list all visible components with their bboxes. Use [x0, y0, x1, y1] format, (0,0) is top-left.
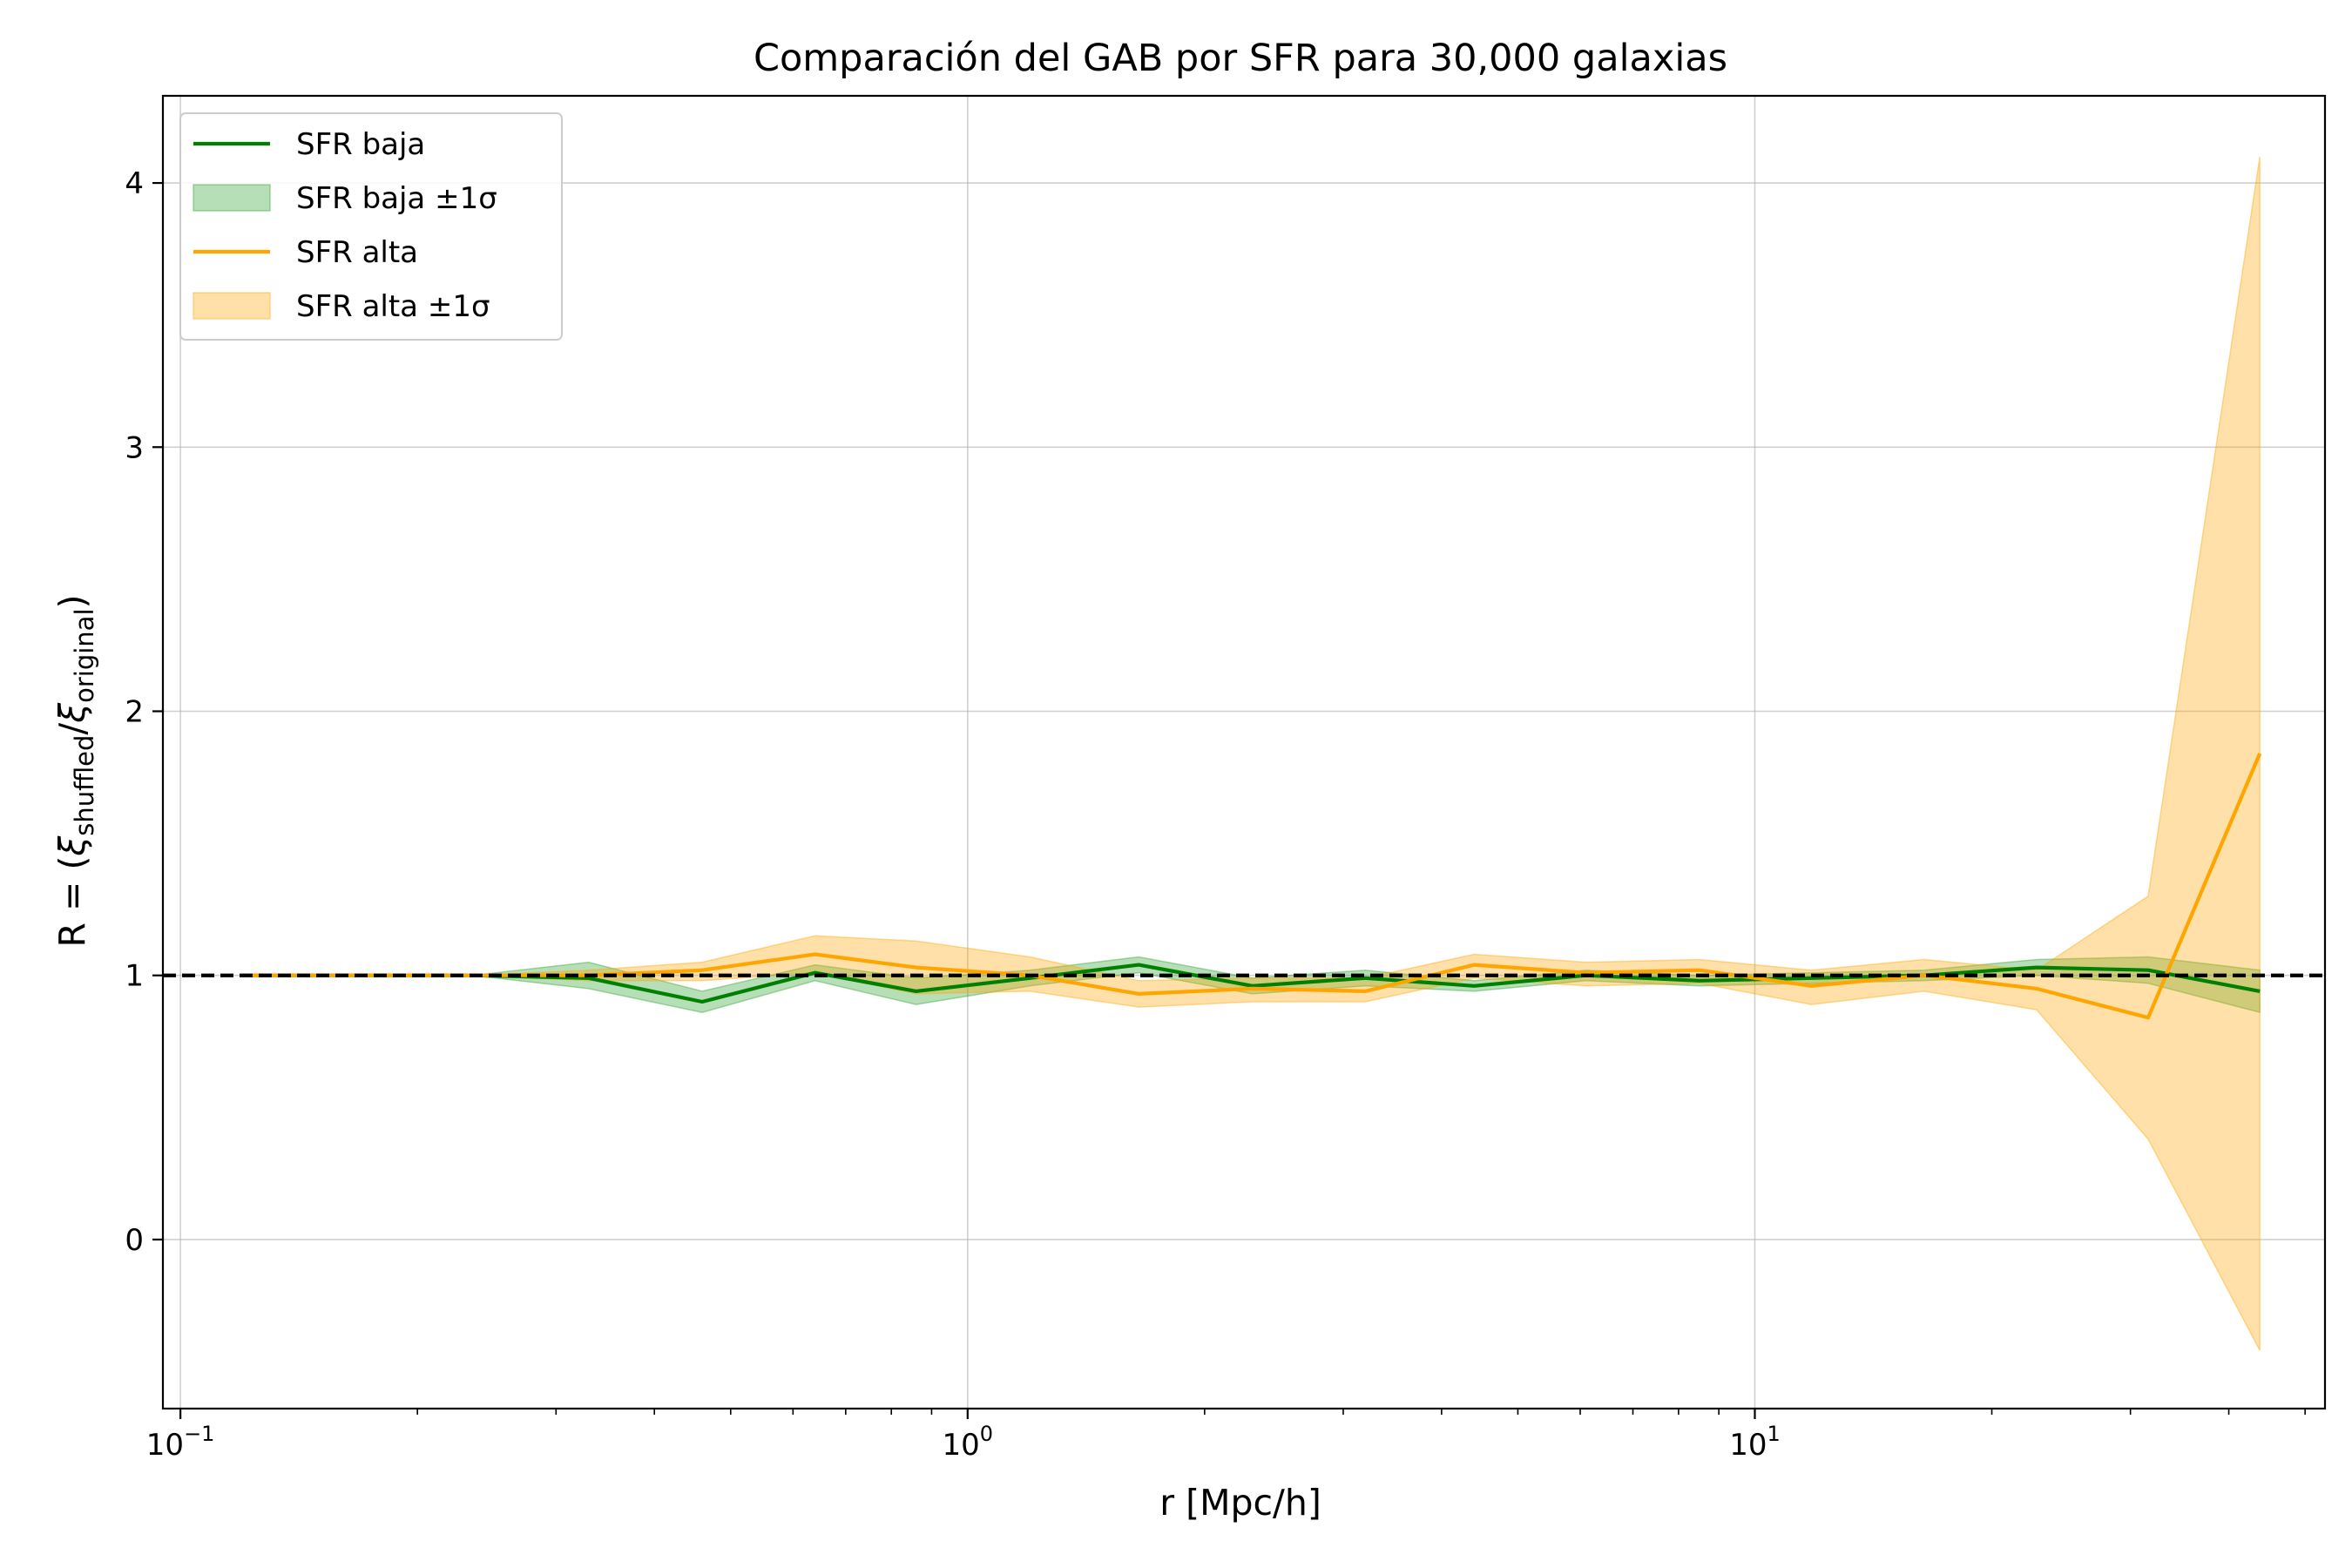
legend-label: SFR alta ±1σ: [296, 289, 490, 324]
legend-band-swatch: [193, 184, 271, 212]
y-axis-title: R = (ξshuffled/ξoriginal): [51, 594, 99, 947]
y-tick-label: 3: [125, 430, 144, 465]
legend-box: [179, 112, 563, 341]
y-axis-title-prefix: R = (: [51, 856, 93, 948]
legend-label: SFR baja: [296, 127, 425, 162]
legend-band-swatch: [193, 292, 271, 320]
x-tick-label: 100: [943, 1422, 994, 1463]
y-tick-label: 4: [125, 166, 144, 201]
legend-label: SFR alta: [296, 235, 418, 270]
y-axis-title-suffix: ): [51, 594, 93, 608]
legend-label: SFR baja ±1σ: [296, 181, 497, 216]
x-axis-title: r [Mpc/h]: [1159, 1482, 1321, 1524]
x-tick-label: 10−1: [146, 1422, 215, 1463]
y-axis-title-xi2: ξ: [51, 702, 93, 724]
y-axis-title-sub1: shuffled: [70, 735, 99, 836]
y-tick-label: 1: [125, 959, 144, 994]
y-axis-title-slash: /: [51, 723, 93, 735]
legend: SFR baja SFR baja ±1σ SFR alta SFR alta ±1σ: [179, 112, 563, 341]
line-layer: [163, 753, 2325, 1020]
y-tick-label: 0: [125, 1223, 144, 1258]
y-tick-label: 2: [125, 695, 144, 730]
plot-frame: [161, 94, 2327, 1410]
chart-title: Comparación del GAB por SFR para 30,000 …: [754, 37, 1727, 80]
y-axis-title-xi1: ξ: [51, 835, 93, 857]
x-tick-label: 101: [1729, 1422, 1781, 1463]
y-axis-title-sub2: original: [70, 608, 99, 702]
